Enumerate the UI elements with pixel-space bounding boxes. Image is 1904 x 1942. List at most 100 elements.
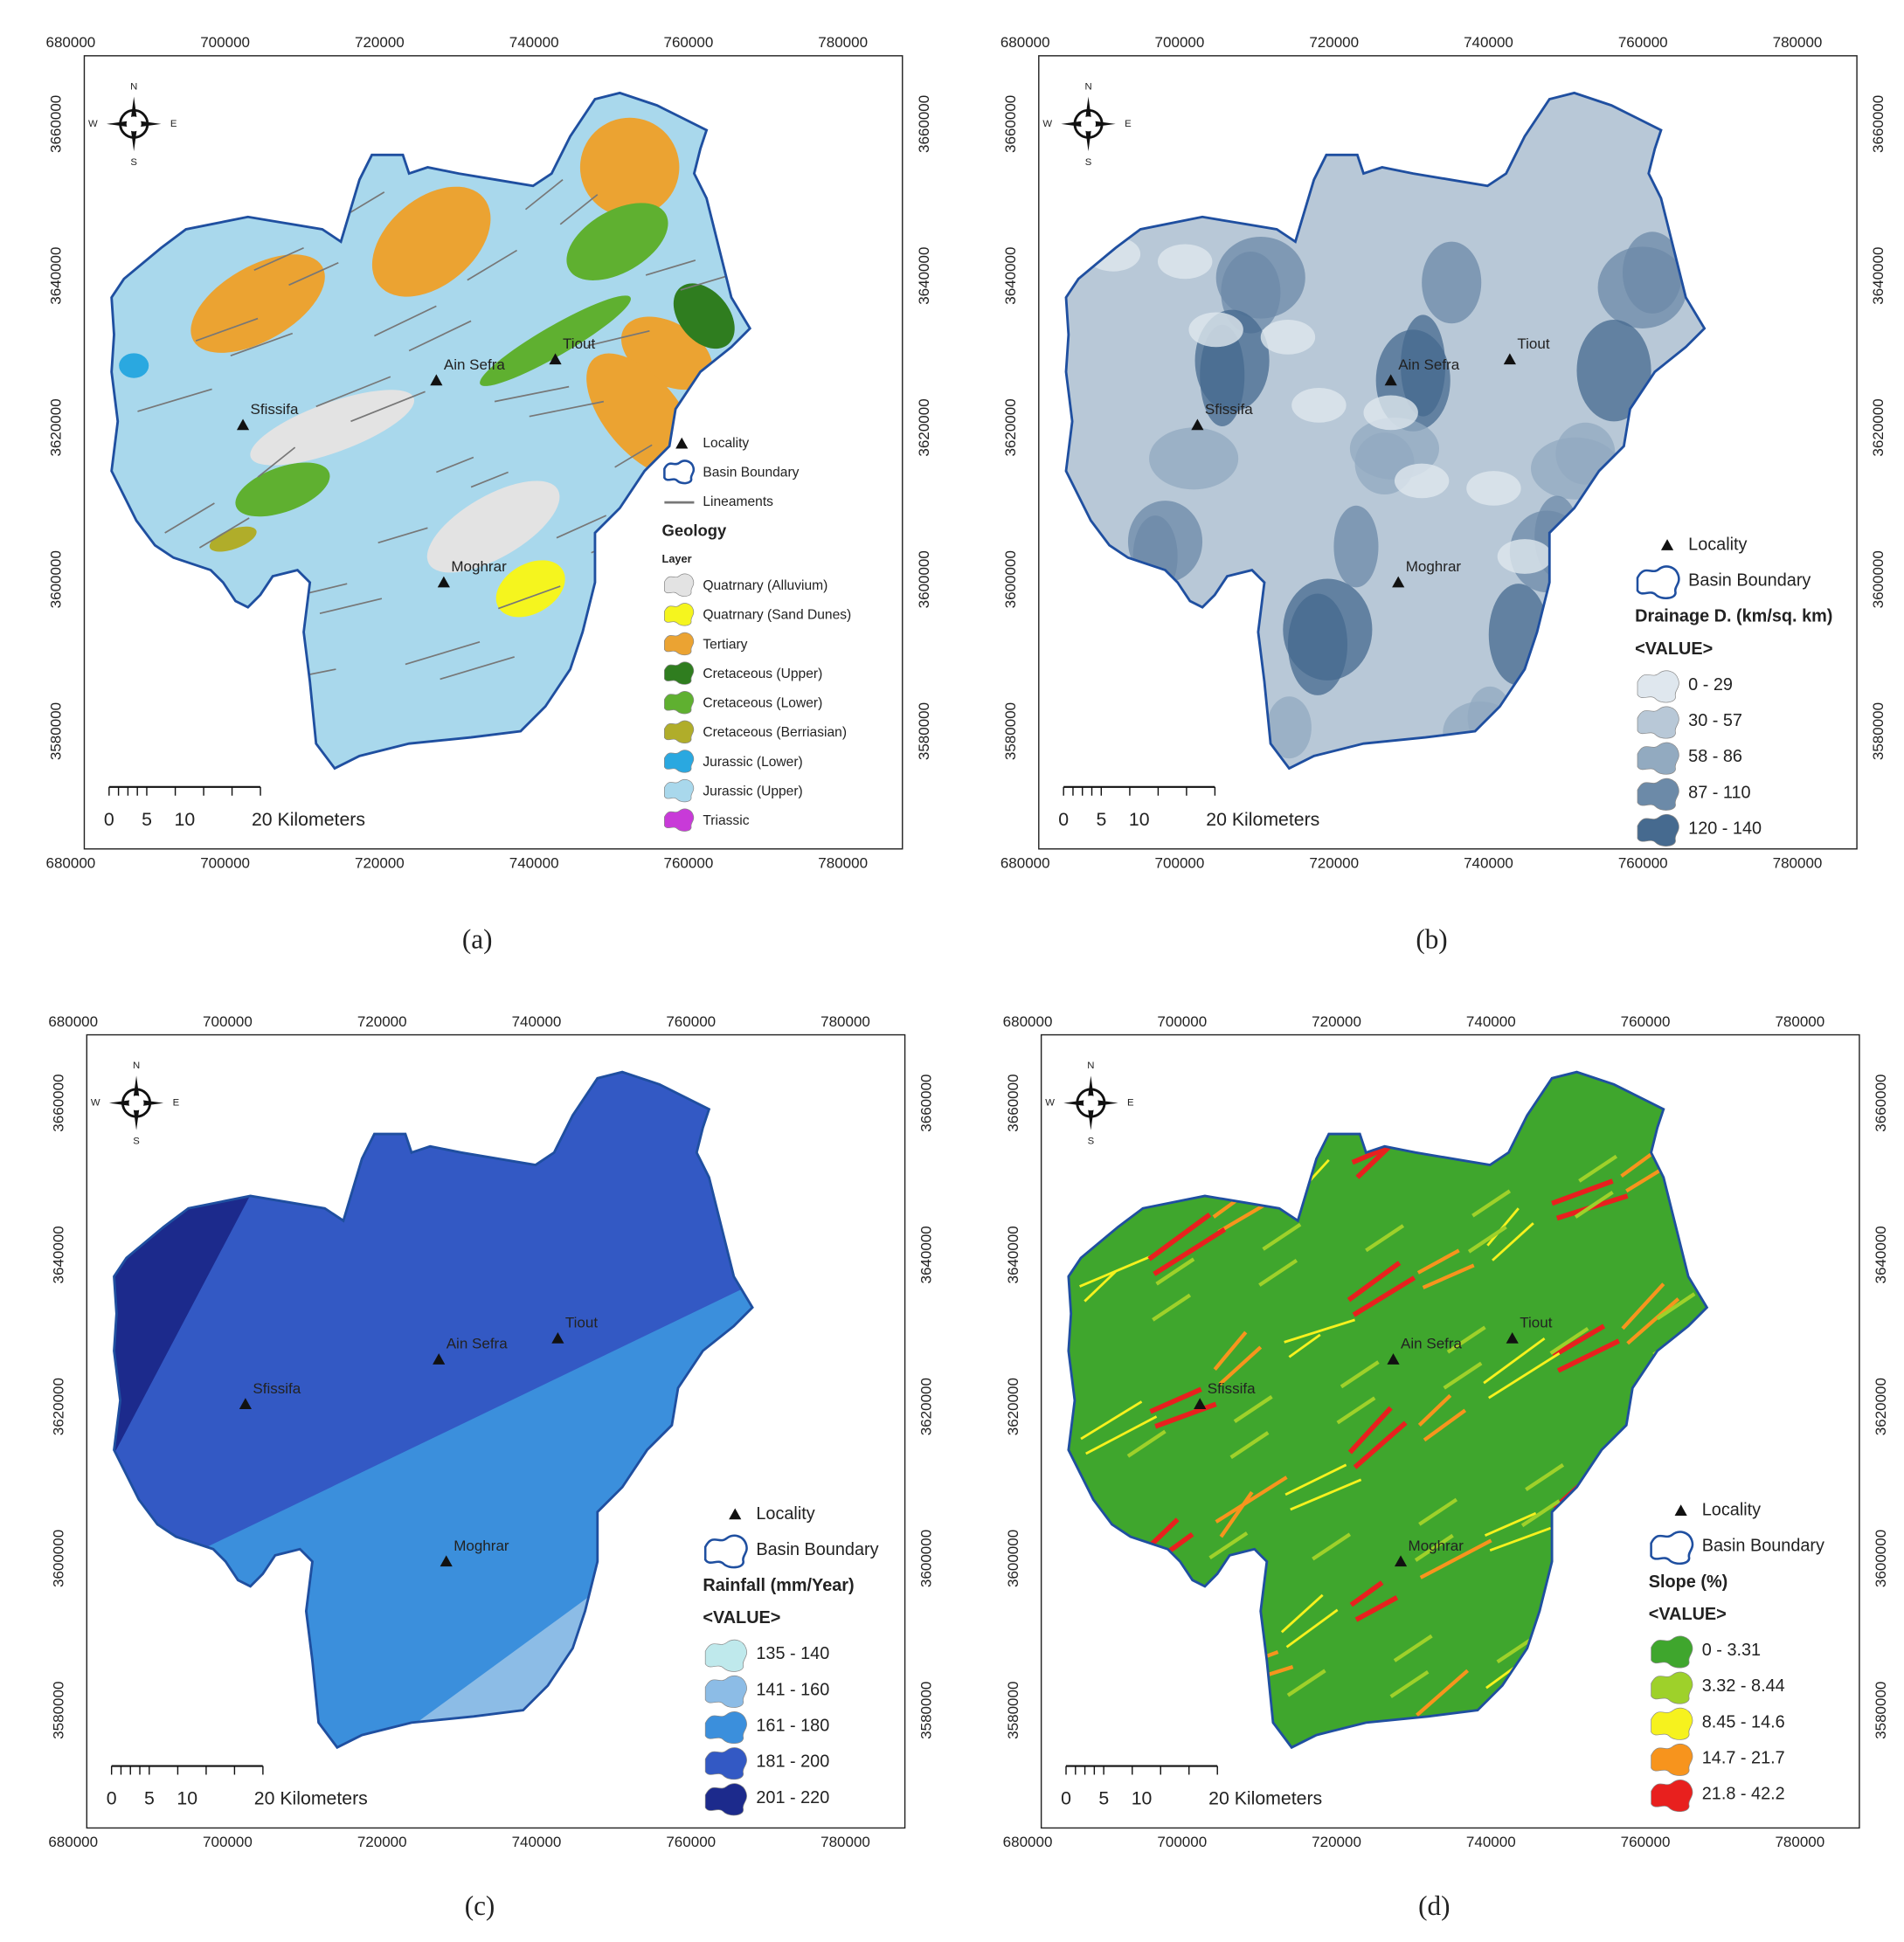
y-tick-label: 3620000 xyxy=(1002,398,1019,456)
steep-slope xyxy=(1355,1145,1390,1179)
steep-slope xyxy=(1288,1333,1321,1358)
density-zone xyxy=(1568,546,1624,582)
x-tick-label: 740000 xyxy=(1466,1834,1516,1850)
gentle-slope xyxy=(1229,1431,1270,1460)
density-zone xyxy=(1127,501,1203,583)
legend-item-label: Jurassic (Lower) xyxy=(703,755,802,770)
compass-s: S xyxy=(133,1137,140,1147)
gentle-slope xyxy=(1098,1601,1139,1630)
compass-w: W xyxy=(88,119,98,129)
y-tick-label: 3660000 xyxy=(48,95,65,153)
scale-label: 20 Kilometers xyxy=(252,809,365,830)
x-tick-label: 760000 xyxy=(1621,1834,1671,1850)
density-zone xyxy=(1466,471,1521,506)
steep-slope xyxy=(1483,1337,1546,1385)
geology-unit xyxy=(566,203,668,280)
density-zone xyxy=(1149,427,1239,490)
y-tick-label: 3600000 xyxy=(918,1530,935,1587)
scale-label: 5 xyxy=(142,809,152,830)
steep-slope xyxy=(1618,1441,1691,1469)
compass-center xyxy=(126,116,142,132)
x-tick-label: 700000 xyxy=(200,854,250,871)
steep-slope xyxy=(1280,1593,1324,1634)
lineament xyxy=(587,329,650,347)
legend-swatch xyxy=(664,750,695,773)
x-tick-label: 720000 xyxy=(1309,854,1359,871)
y-tick-label: 3620000 xyxy=(1005,1378,1021,1435)
lineament xyxy=(440,656,515,681)
density-zone xyxy=(1576,320,1651,422)
legend-subtitle: Layer xyxy=(662,552,692,565)
gentle-slope xyxy=(1126,1429,1167,1458)
legend-item-label: 87 - 110 xyxy=(1688,783,1750,802)
geology-unit xyxy=(371,186,491,297)
legend-item-label: 0 - 3.31 xyxy=(1702,1641,1761,1660)
legend-swatch xyxy=(1637,813,1679,847)
geology-unit xyxy=(190,254,325,353)
x-tick-label: 760000 xyxy=(666,1834,716,1850)
steep-slope xyxy=(1556,1338,1620,1373)
basin-map xyxy=(1068,1072,1707,1748)
scale-label: 0 xyxy=(107,1787,117,1808)
lineament xyxy=(405,641,481,666)
legend-boundary: Basin Boundary xyxy=(756,1540,878,1559)
lineament xyxy=(253,246,304,272)
locality-label: Tiout xyxy=(1517,335,1549,352)
density-zone xyxy=(1333,505,1379,588)
basin-map xyxy=(114,1072,753,1748)
density-zone xyxy=(1291,388,1347,423)
locality-marker xyxy=(1392,576,1405,588)
lineament xyxy=(467,249,518,281)
legend-item-label: 161 - 180 xyxy=(756,1717,829,1736)
steep-slope xyxy=(1352,1275,1416,1317)
gentle-slope xyxy=(1180,1121,1220,1150)
gentle-slope xyxy=(1283,1122,1323,1151)
map-frame xyxy=(83,55,904,850)
locality-marker xyxy=(440,1555,453,1567)
basin-boundary xyxy=(1064,91,1707,771)
locality-marker xyxy=(1191,418,1204,431)
gentle-slope xyxy=(1578,1154,1618,1183)
steep-slope xyxy=(1217,1200,1270,1234)
lineament xyxy=(680,274,730,291)
lineament xyxy=(645,259,696,276)
gentle-slope xyxy=(1152,1293,1192,1322)
locality-marker xyxy=(433,1353,446,1365)
x-tick-label: 720000 xyxy=(1309,34,1359,51)
steep-slope xyxy=(1215,1476,1288,1524)
steep-slope xyxy=(1284,1318,1355,1344)
legend-swatch xyxy=(664,573,695,597)
steep-slope xyxy=(1151,1677,1186,1718)
legend-item-label: 21.8 - 42.2 xyxy=(1702,1785,1785,1804)
locality-label: Tiout xyxy=(563,335,595,352)
y-tick-label: 3580000 xyxy=(51,1682,67,1739)
legend-locality-marker xyxy=(675,437,689,449)
x-tick-label: 680000 xyxy=(48,1834,98,1850)
steep-slope xyxy=(1153,1227,1227,1276)
legend-boundary-swatch xyxy=(1650,1531,1694,1565)
legend-boundary: Basin Boundary xyxy=(1702,1537,1824,1556)
gentle-slope xyxy=(1599,1636,1639,1665)
lineament xyxy=(226,653,301,670)
compass-center xyxy=(1081,116,1097,132)
compass-center xyxy=(1083,1095,1098,1111)
x-tick-label: 740000 xyxy=(509,34,559,51)
lineament xyxy=(319,598,383,615)
legend-boundary: Basin Boundary xyxy=(703,466,799,480)
y-tick-label: 3580000 xyxy=(918,1682,935,1739)
legend-swatch xyxy=(1651,1707,1693,1740)
y-tick-label: 3660000 xyxy=(51,1074,67,1131)
y-tick-label: 3660000 xyxy=(1002,95,1019,153)
x-tick-label: 700000 xyxy=(1155,854,1205,871)
density-zone xyxy=(1555,422,1616,485)
y-tick-label: 3660000 xyxy=(918,1074,935,1131)
steep-slope xyxy=(1086,1560,1149,1607)
legend-locality: Locality xyxy=(1702,1501,1761,1520)
scale-label: 5 xyxy=(1097,809,1107,830)
y-tick-label: 3600000 xyxy=(1002,550,1019,608)
x-tick-label: 700000 xyxy=(1157,1013,1207,1030)
lineament xyxy=(556,515,607,539)
compass-w: W xyxy=(1045,1098,1055,1109)
steep-slope xyxy=(1551,1178,1614,1206)
lineament xyxy=(141,588,204,619)
